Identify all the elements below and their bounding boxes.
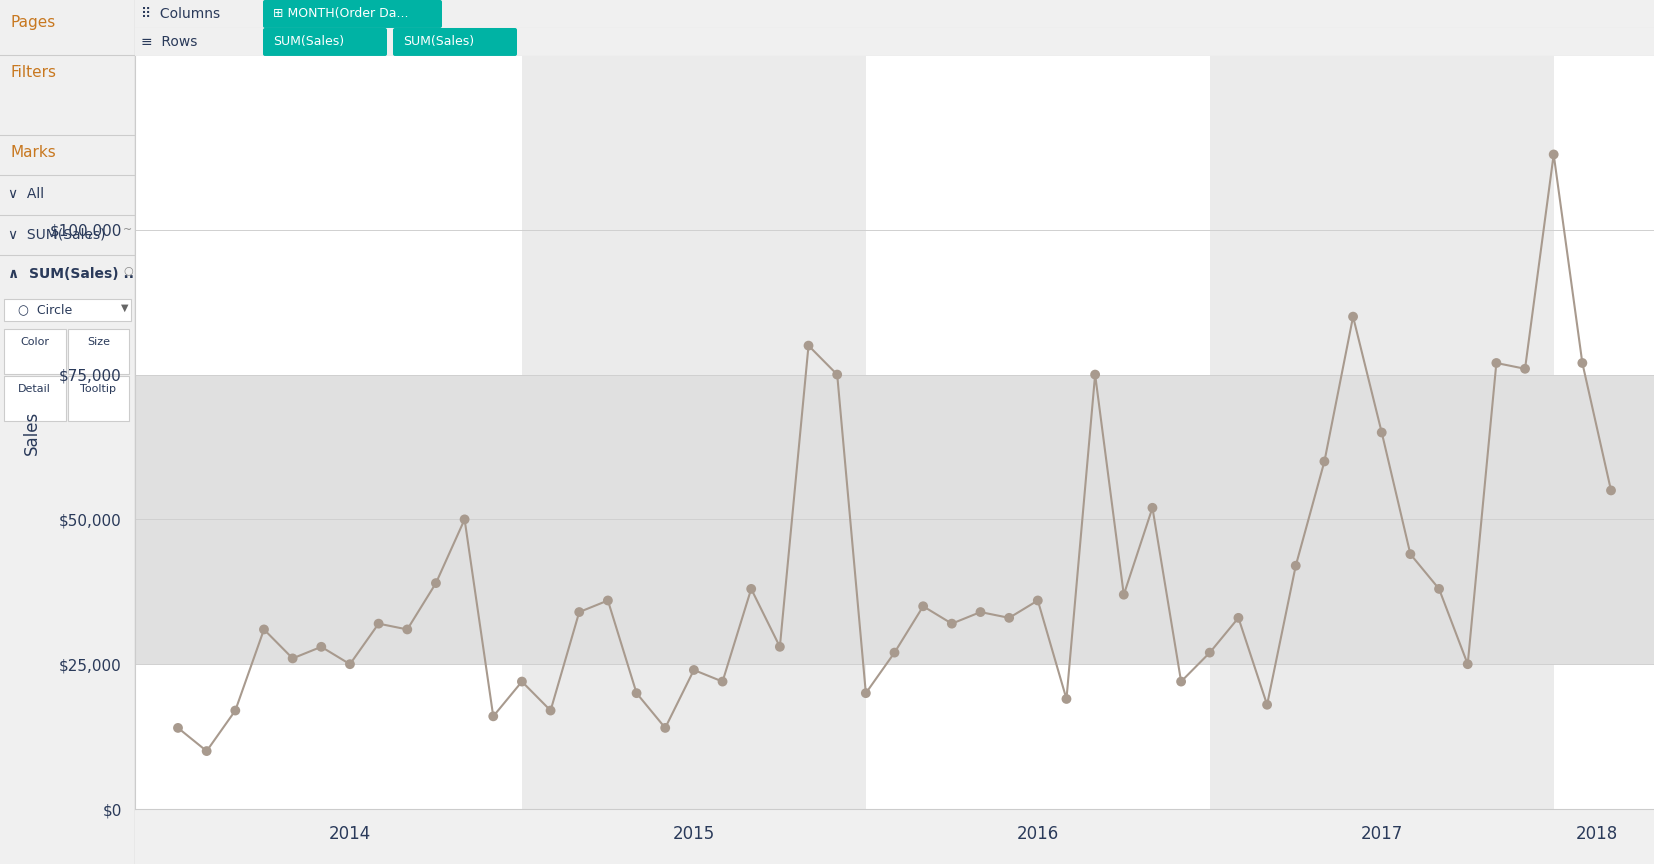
Bar: [3, 329, 66, 374]
Point: [1024, 594, 1050, 607]
Bar: [179, 56, 523, 809]
Text: Filters: Filters: [10, 65, 56, 80]
Point: [509, 675, 536, 689]
Point: [766, 640, 792, 654]
Point: [194, 744, 220, 758]
Bar: [68, 376, 129, 421]
Point: [968, 605, 994, 619]
Y-axis label: Sales: Sales: [23, 410, 41, 454]
Bar: [1553, 56, 1639, 809]
Point: [480, 709, 506, 723]
Bar: [3, 299, 131, 321]
Point: [710, 675, 736, 689]
Point: [910, 600, 936, 613]
Point: [1110, 588, 1136, 601]
Point: [595, 594, 622, 607]
Text: Size: Size: [86, 337, 109, 347]
Bar: [68, 329, 129, 374]
Bar: [865, 56, 1209, 809]
Point: [1054, 692, 1080, 706]
Point: [452, 512, 478, 526]
Point: [566, 605, 592, 619]
Point: [1398, 547, 1424, 561]
Text: Marks: Marks: [10, 145, 56, 160]
Text: ∧  SUM(Sales) ...: ∧ SUM(Sales) ...: [8, 267, 139, 281]
FancyBboxPatch shape: [394, 28, 518, 56]
Point: [796, 339, 822, 353]
Point: [1168, 675, 1194, 689]
Point: [938, 617, 964, 631]
Text: ∨  All: ∨ All: [8, 187, 45, 201]
Point: [1226, 611, 1252, 625]
Text: ~: ~: [122, 225, 132, 235]
Text: ⊞ MONTH(Order Da...: ⊞ MONTH(Order Da...: [273, 8, 409, 21]
Bar: [3, 376, 66, 421]
Bar: [523, 56, 865, 809]
Point: [1570, 356, 1596, 370]
Point: [165, 721, 192, 734]
Point: [1140, 501, 1166, 515]
Point: [423, 576, 450, 590]
Point: [1426, 582, 1452, 596]
Text: ▼: ▼: [121, 303, 129, 313]
Point: [1598, 484, 1624, 498]
Point: [852, 686, 878, 700]
Point: [280, 651, 306, 665]
Point: [1196, 645, 1222, 659]
Text: Pages: Pages: [10, 15, 55, 30]
Point: [1512, 362, 1538, 376]
Text: SUM(Sales): SUM(Sales): [404, 35, 475, 48]
Point: [222, 703, 248, 717]
Point: [1312, 454, 1338, 468]
Text: SUM(Sales): SUM(Sales): [273, 35, 344, 48]
Point: [366, 617, 392, 631]
Bar: [136, 375, 1654, 664]
Text: ○  Circle: ○ Circle: [18, 303, 73, 316]
Point: [882, 645, 908, 659]
Point: [1082, 368, 1108, 382]
Point: [1340, 309, 1366, 323]
Point: [251, 623, 278, 637]
Point: [738, 582, 764, 596]
Text: Tooltip: Tooltip: [81, 384, 116, 394]
Text: ∨  SUM(Sales): ∨ SUM(Sales): [8, 227, 106, 241]
Point: [1368, 426, 1394, 440]
Point: [337, 658, 364, 671]
Point: [1282, 559, 1308, 573]
Text: ≡  Rows: ≡ Rows: [141, 35, 197, 49]
Text: Detail: Detail: [18, 384, 51, 394]
FancyBboxPatch shape: [263, 28, 387, 56]
Point: [996, 611, 1022, 625]
Point: [624, 686, 650, 700]
Point: [1454, 658, 1480, 671]
FancyBboxPatch shape: [263, 0, 442, 28]
Point: [824, 368, 850, 382]
Text: ○: ○: [122, 265, 132, 275]
Point: [308, 640, 334, 654]
Bar: [1209, 56, 1553, 809]
Text: ⠿  Columns: ⠿ Columns: [141, 7, 220, 21]
Point: [1484, 356, 1510, 370]
Point: [394, 623, 420, 637]
Text: Color: Color: [20, 337, 50, 347]
Point: [538, 703, 564, 717]
Point: [1254, 698, 1280, 712]
Point: [1540, 148, 1566, 162]
Point: [652, 721, 678, 734]
Point: [681, 663, 708, 677]
